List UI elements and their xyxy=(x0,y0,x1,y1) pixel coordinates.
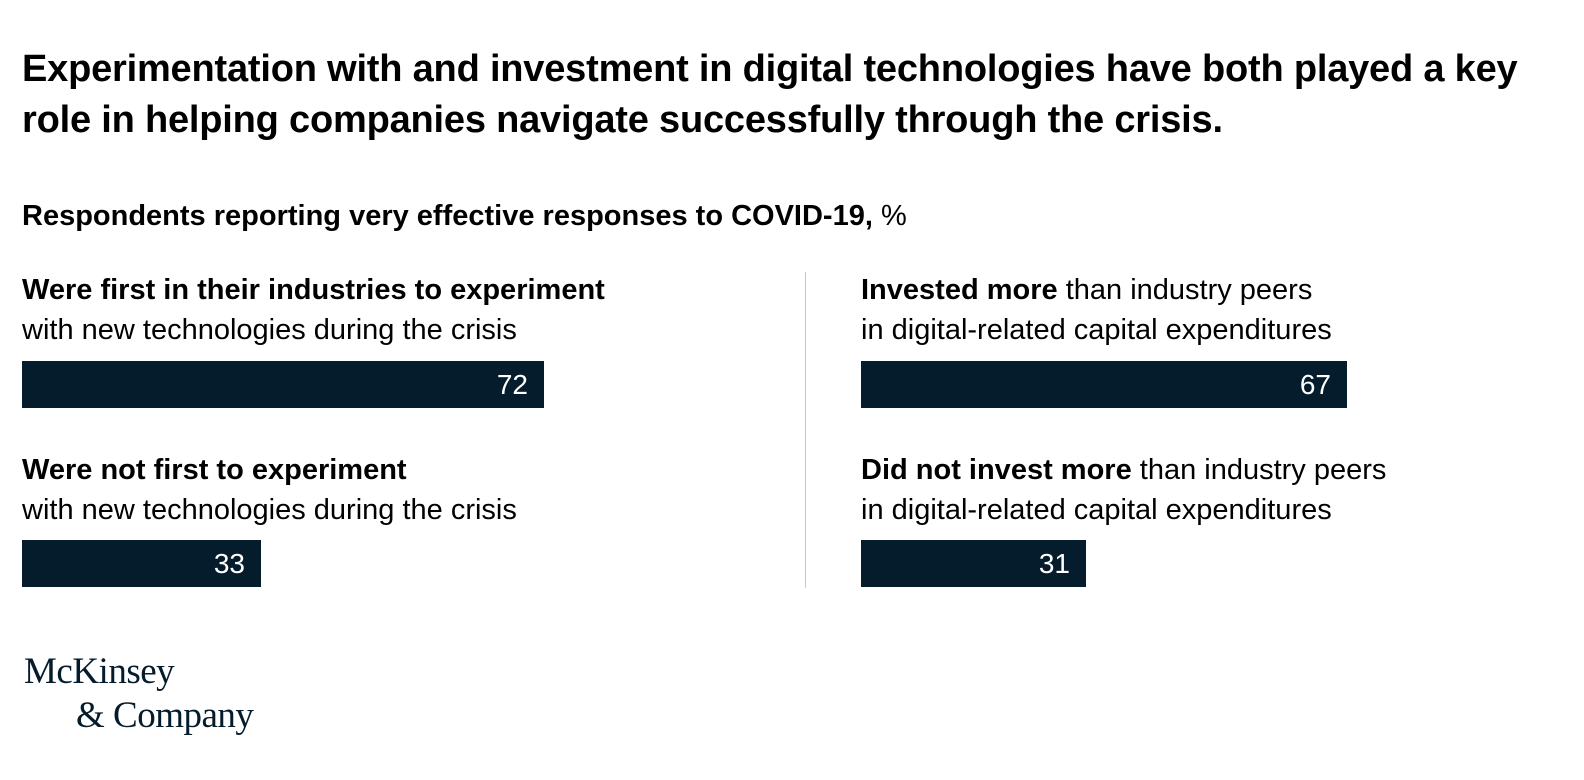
bar-right-1-value: 67 xyxy=(1299,369,1331,400)
right-1-label-bold: Invested more xyxy=(861,274,1058,306)
right-1-label-rest: than industry peers xyxy=(1057,274,1313,306)
bar-left-1-value: 72 xyxy=(496,369,528,400)
right-2-label-line2: in digital-related capital expenditures xyxy=(861,494,1332,526)
right-2-label-bold: Did not invest more xyxy=(861,454,1132,486)
bar-right-2: 31 xyxy=(861,540,1086,587)
right-1-label-line2: in digital-related capital expenditures xyxy=(861,314,1332,346)
panel-divider xyxy=(805,272,806,588)
mckinsey-logo: McKinsey & Company xyxy=(24,650,254,738)
left-2-label-bold: Were not first to experiment xyxy=(22,454,407,486)
logo-line-2: & Company xyxy=(76,695,254,736)
subtitle-unit: % xyxy=(872,200,907,232)
bar-right-2-value: 31 xyxy=(1038,548,1070,579)
bar-left-1: 72 xyxy=(22,361,544,408)
subtitle-text: Respondents reporting very effective res… xyxy=(22,200,873,232)
left-1-label-line2: with new technologies during the crisis xyxy=(22,314,517,346)
left-2-label-line2: with new technologies during the crisis xyxy=(22,494,517,526)
bar-left-2: 33 xyxy=(22,540,261,587)
right-group-2-label: Did not invest more than industry peers … xyxy=(861,450,1386,530)
logo-line-1: McKinsey xyxy=(24,651,175,692)
right-group-1-label: Invested more than industry peers in dig… xyxy=(861,270,1332,350)
bar-right-1: 67 xyxy=(861,361,1347,408)
chart-title: Experimentation with and investment in d… xyxy=(22,48,1518,141)
right-2-label-rest: than industry peers xyxy=(1131,454,1387,486)
chart-subtitle: Respondents reporting very effective res… xyxy=(22,196,907,236)
left-1-label-bold: Were first in their industries to experi… xyxy=(22,274,605,306)
left-group-1-label: Were first in their industries to experi… xyxy=(22,270,605,350)
bar-left-2-value: 33 xyxy=(213,548,245,579)
left-group-2-label: Were not first to experiment with new te… xyxy=(22,450,517,530)
